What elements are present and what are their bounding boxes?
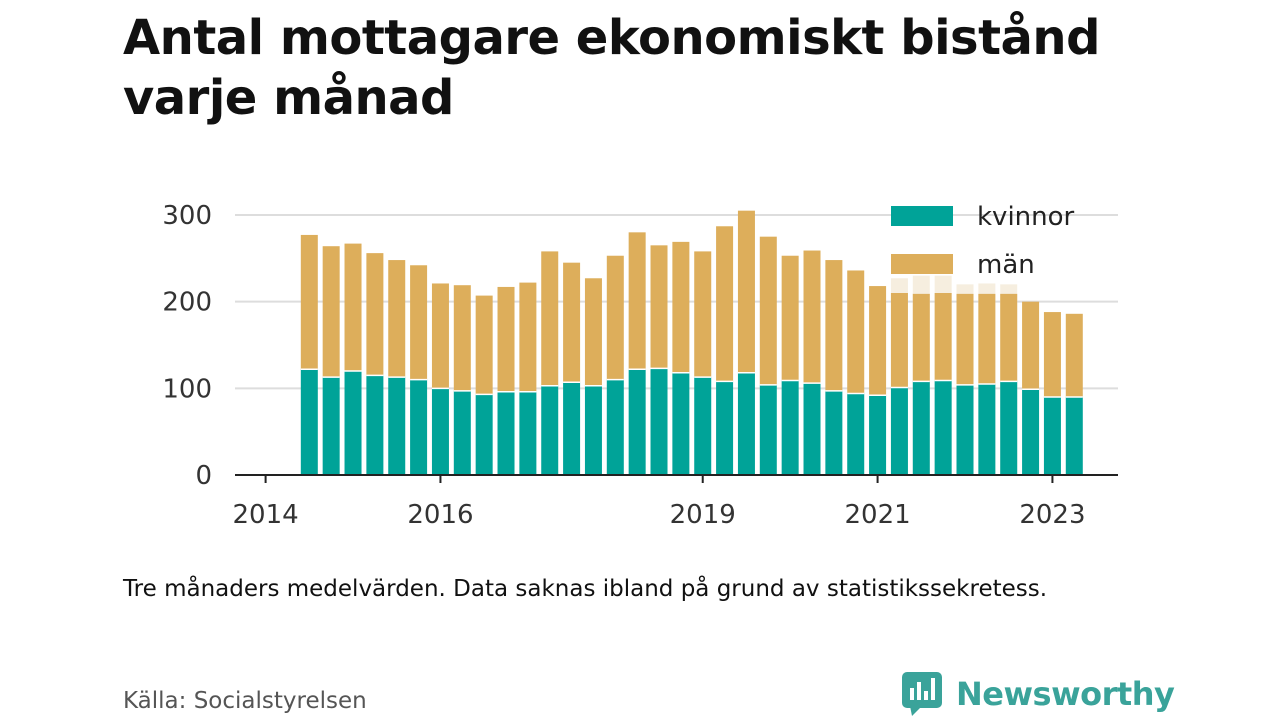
bar-man	[1022, 301, 1040, 390]
bar-kvinnor	[869, 395, 887, 475]
bar-man	[366, 253, 384, 376]
bar-man	[497, 286, 515, 392]
bar-man	[694, 251, 712, 378]
bar-man	[737, 210, 755, 373]
x-tick-label: 2023	[1019, 500, 1085, 530]
bar-man	[650, 245, 668, 369]
bar-kvinnor	[1022, 389, 1040, 475]
source-label: Källa: Socialstyrelsen	[123, 688, 367, 714]
bar-man	[956, 293, 974, 385]
bar-kvinnor	[912, 381, 930, 475]
legend-swatch-kvinnor	[891, 206, 953, 226]
bar-man	[978, 293, 996, 384]
y-tick-label: 0	[195, 461, 212, 491]
bars	[300, 210, 1083, 475]
bar-man	[300, 234, 318, 370]
legend-label-kvinnor: kvinnor	[977, 202, 1075, 232]
bar-man	[1000, 293, 1018, 382]
x-tick-label: 2016	[407, 500, 473, 530]
bar-man	[759, 236, 777, 385]
bar-kvinnor	[453, 390, 471, 475]
bar-kvinnor	[847, 393, 865, 475]
x-tick-label: 2019	[670, 500, 736, 530]
bar-kvinnor	[388, 377, 406, 475]
x-tick-label: 2021	[844, 500, 910, 530]
bar-kvinnor	[563, 382, 581, 475]
bar-kvinnor	[803, 383, 821, 475]
chart-title: Antal mottagare ekonomiskt bistånd varje…	[123, 10, 1100, 126]
bar-kvinnor	[322, 377, 340, 475]
bar-man	[912, 293, 930, 382]
y-tick-label: 300	[162, 201, 212, 231]
newsworthy-logo-text: Newsworthy	[956, 675, 1175, 713]
bar-man	[803, 250, 821, 384]
newsworthy-logo-icon	[902, 672, 942, 716]
bar-man	[934, 293, 952, 381]
legend-label-man: män	[977, 250, 1035, 280]
bar-kvinnor	[584, 385, 602, 475]
bar-man	[388, 260, 406, 378]
bar-kvinnor	[1000, 381, 1018, 475]
bar-kvinnor	[606, 379, 624, 475]
bar-man	[584, 278, 602, 386]
x-tick-label: 2014	[233, 500, 299, 530]
bar-kvinnor	[890, 387, 908, 475]
bar-kvinnor	[1065, 397, 1083, 475]
legend: kvinnor män	[891, 202, 1075, 280]
bar-kvinnor	[300, 369, 318, 475]
bar-kvinnor	[519, 391, 537, 475]
bar-man	[1043, 312, 1061, 397]
bar-man	[869, 286, 887, 396]
bar-kvinnor	[956, 384, 974, 475]
bar-man	[628, 232, 646, 370]
bar-kvinnor	[1043, 397, 1061, 475]
bar-man	[410, 265, 428, 380]
bar-kvinnor	[716, 381, 734, 475]
bar-kvinnor	[825, 390, 843, 475]
bar-kvinnor	[694, 377, 712, 475]
bar-man	[541, 251, 559, 386]
legend-swatch-man	[891, 254, 953, 274]
bar-kvinnor	[737, 372, 755, 475]
y-tick-label: 100	[162, 374, 212, 404]
bar-man	[672, 241, 690, 373]
bar-man	[453, 285, 471, 391]
y-tick-label: 200	[162, 288, 212, 318]
bar-man	[716, 226, 734, 382]
bar-man	[847, 270, 865, 394]
axes: 0 100 200 300 2014 2016 2019 2021 2023	[162, 201, 1118, 530]
bar-kvinnor	[497, 391, 515, 475]
newsworthy-logo: Newsworthy	[902, 670, 1175, 718]
bar-man	[431, 283, 449, 389]
bar-kvinnor	[934, 380, 952, 475]
bar-kvinnor	[672, 372, 690, 475]
bar-man	[322, 246, 340, 378]
bar-kvinnor	[628, 369, 646, 475]
bar-kvinnor	[978, 384, 996, 475]
bar-kvinnor	[650, 368, 668, 475]
bar-man	[606, 255, 624, 380]
chart-note: Tre månaders medelvärden. Data saknas ib…	[123, 576, 1048, 602]
bar-kvinnor	[410, 379, 428, 475]
bar-kvinnor	[759, 384, 777, 475]
bar-man	[344, 243, 362, 371]
bar-kvinnor	[781, 380, 799, 475]
bar-man	[563, 262, 581, 383]
bar-man	[1065, 313, 1083, 397]
bar-man	[781, 255, 799, 381]
bar-kvinnor	[431, 388, 449, 475]
bar-man	[519, 282, 537, 392]
bar-kvinnor	[366, 375, 384, 475]
bar-man	[890, 293, 908, 388]
bar-man	[825, 260, 843, 391]
bar-kvinnor	[344, 371, 362, 475]
bar-man	[475, 295, 493, 395]
bar-kvinnor	[475, 394, 493, 475]
bar-kvinnor	[541, 385, 559, 475]
